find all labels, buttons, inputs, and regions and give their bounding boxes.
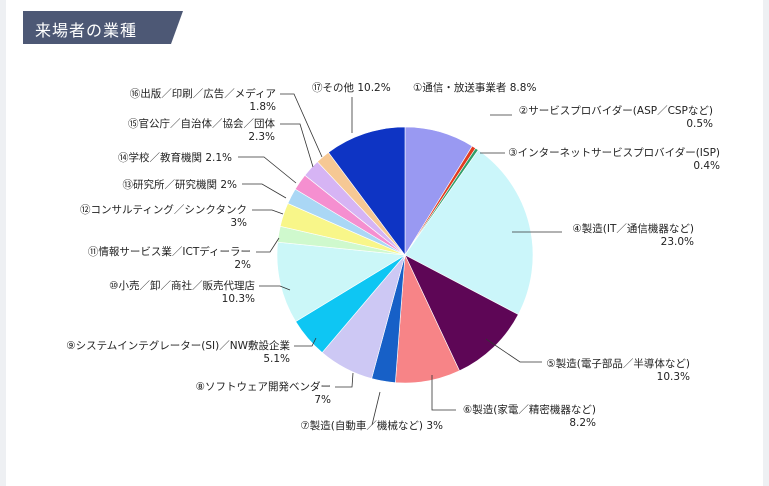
slice-value-2: 0.5% [686, 118, 713, 130]
slice-value-11: 2% [234, 259, 251, 271]
pie-slice-17 [328, 126, 406, 256]
slice-label-10: ⑩小売／卸／商社／販売代理店 [109, 279, 255, 292]
leader-line-13 [242, 183, 287, 199]
slice-label-6: ⑥製造(家電／精密機器など) [463, 403, 596, 416]
slice-value-3: 0.4% [693, 160, 720, 172]
slice-value-15: 2.3% [248, 131, 275, 143]
leader-line-5 [485, 338, 542, 363]
leader-line-7 [371, 391, 381, 426]
slice-value-16: 1.8% [249, 101, 276, 113]
slice-label-5: ⑤製造(電子部品／半導体など) [546, 357, 690, 370]
slice-label-15: ⑮官公庁／自治体／協会／団体 [128, 117, 275, 130]
section-title-tab: 来場者の業種 [23, 11, 183, 44]
slice-label-7: ⑦製造(自動車／機械など) 3% [300, 419, 443, 432]
slice-label-9: ⑨システムインテグレーター(SI)／NW敷設企業 [66, 339, 290, 352]
frame-left-edge [0, 0, 6, 486]
slice-label-12: ⑫コンサルティング／シンクタンク [80, 203, 247, 216]
slice-value-6: 8.2% [569, 417, 596, 429]
slice-value-4: 23.0% [661, 236, 694, 248]
leader-line-8 [335, 372, 354, 388]
leader-line-11 [256, 237, 280, 253]
slice-value-5: 10.3% [657, 371, 690, 383]
title-tab-shape [23, 11, 183, 44]
leader-line-9 [294, 337, 317, 347]
pie-slice-4 [404, 149, 534, 315]
leader-line-15 [280, 123, 314, 168]
slice-label-14: ⑭学校／教育機関 2.1% [118, 151, 232, 164]
slice-label-2: ②サービスプロバイダー(ASP／CSPなど) [519, 104, 713, 117]
leader-line-6 [431, 375, 456, 411]
slice-value-12: 3% [230, 217, 247, 229]
slice-label-8: ⑧ソフトウェア開発ベンダー [196, 380, 331, 393]
slice-label-16: ⑯出版／印刷／広告／メディア [130, 87, 276, 100]
slice-label-4: ④製造(IT／通信機器など) [572, 222, 694, 235]
slice-label-13: ⑬研究所／研究機関 2% [123, 178, 238, 191]
slice-value-9: 5.1% [263, 353, 290, 365]
pie-slice-10 [276, 241, 406, 322]
leader-line-10 [259, 285, 291, 291]
slice-label-1: ①通信・放送事業者 8.8% [413, 81, 536, 94]
slice-label-17: ⑰その他 10.2% [312, 81, 391, 94]
slice-label-11: ⑪情報サービス業／ICTディーラー [88, 245, 251, 258]
leader-line-16 [280, 93, 323, 158]
slice-value-8: 7% [314, 394, 331, 406]
leader-line-12 [252, 209, 284, 215]
slice-label-3: ③インターネットサービスプロバイダー(ISP) [508, 146, 720, 159]
frame-right-edge [763, 0, 769, 486]
slice-value-10: 10.3% [222, 293, 255, 305]
leader-line-14 [238, 156, 297, 184]
section-title: 来場者の業種 [35, 21, 138, 40]
